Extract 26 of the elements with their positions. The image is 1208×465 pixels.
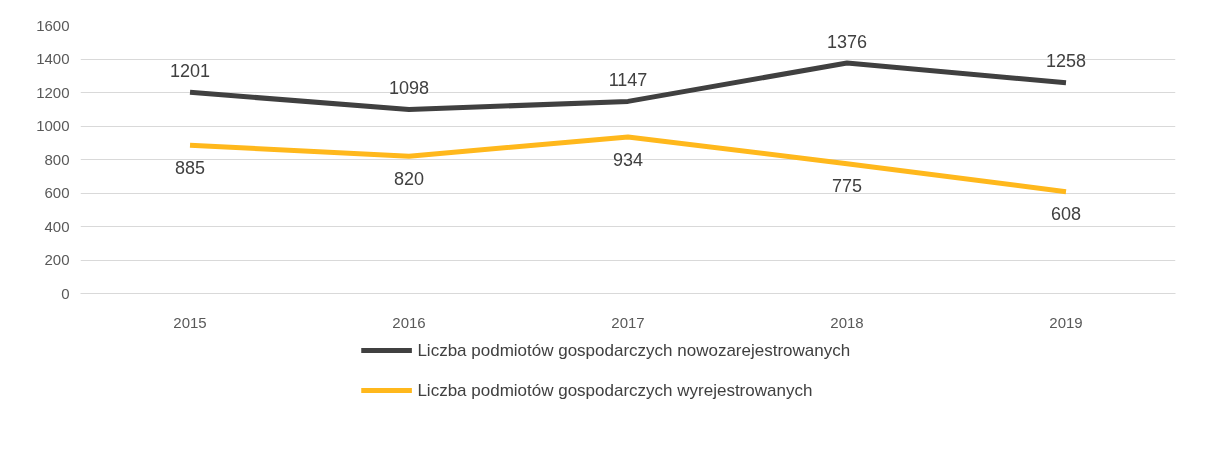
legend-label: Liczba podmiotów gospodarczych nowozarejestrowanych — [417, 341, 851, 360]
y-tick-label: 800 — [44, 150, 70, 168]
x-tick-label: 2015 — [173, 313, 207, 331]
y-tick-label: 600 — [44, 184, 70, 201]
x-tick-label: 2016 — [392, 313, 426, 331]
data-label: 608 — [1050, 204, 1082, 225]
x-tick-label: 2018 — [830, 313, 864, 331]
data-label: 1201 — [169, 60, 211, 81]
data-label: 1258 — [1045, 51, 1087, 72]
data-label: 885 — [174, 157, 206, 178]
y-tick-label: 1000 — [36, 117, 70, 134]
legend-label: Liczba podmiotów gospodarczych wyrejestrowanych — [417, 381, 813, 400]
data-label: 1147 — [608, 69, 648, 90]
y-tick-label: 0 — [61, 284, 70, 302]
x-tick-label: 2019 — [1049, 313, 1083, 331]
data-label: 775 — [831, 176, 863, 197]
data-label: 1376 — [826, 31, 868, 52]
y-tick-label: 1600 — [36, 16, 70, 34]
y-tick-label: 200 — [44, 251, 70, 268]
y-tick-label: 1400 — [36, 50, 70, 67]
data-label: 934 — [612, 149, 644, 170]
data-label: 1098 — [388, 78, 430, 99]
x-tick-label: 2017 — [611, 313, 645, 331]
y-tick-label: 1200 — [36, 83, 70, 101]
data-label: 820 — [393, 168, 425, 189]
y-tick-label: 400 — [44, 217, 70, 235]
